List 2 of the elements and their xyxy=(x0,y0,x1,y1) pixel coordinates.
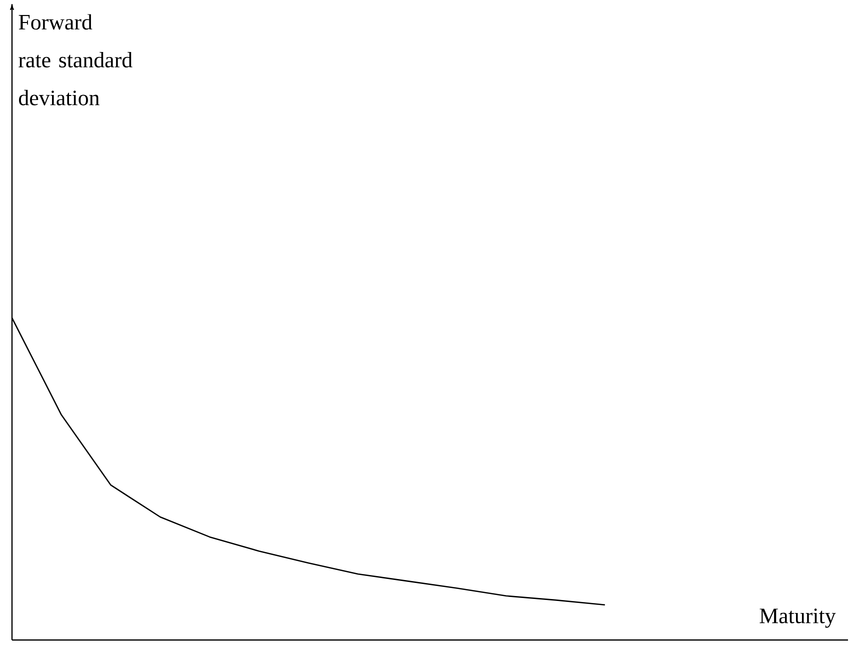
text: Maturity xyxy=(760,608,836,628)
text: Forward rate standard deviation xyxy=(18,14,132,106)
